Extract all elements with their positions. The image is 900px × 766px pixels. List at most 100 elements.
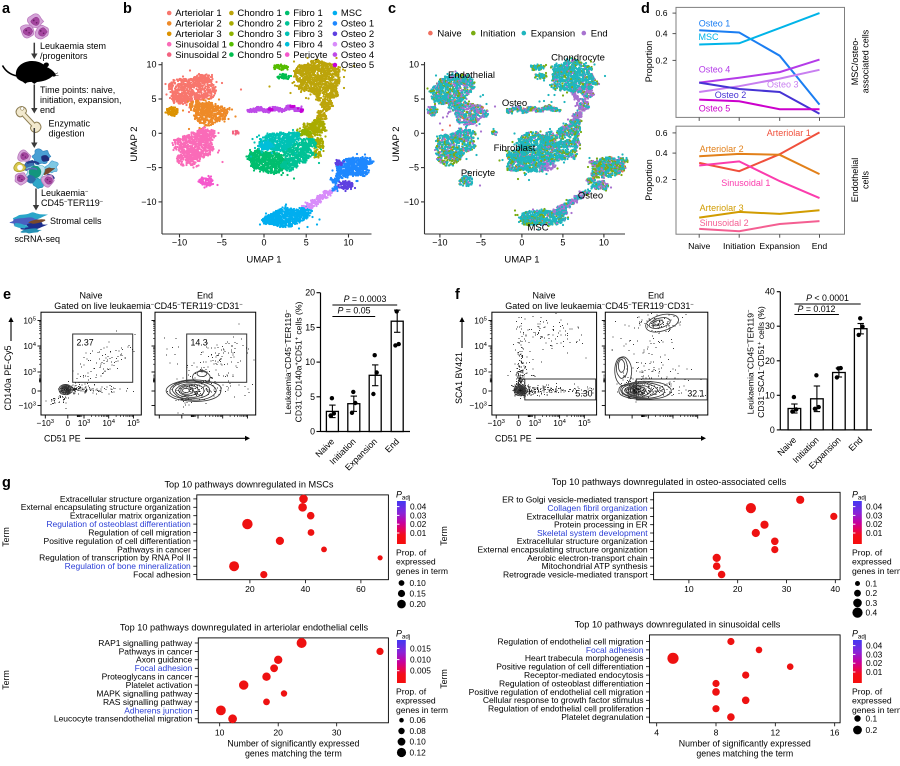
svg-text:Focal adhesion: Focal adhesion	[586, 645, 644, 655]
svg-text:Chondro 2: Chondro 2	[237, 19, 281, 30]
svg-text:Leukaemia−​: Leukaemia−​	[41, 188, 89, 198]
svg-text:MSC/osteo-: MSC/osteo-	[850, 38, 860, 86]
svg-text:0.10: 0.10	[410, 578, 427, 588]
svg-text:Regulation of osteoblast diffe: Regulation of osteoblast differentiation	[46, 519, 191, 529]
svg-text:−10: −10	[432, 237, 447, 247]
svg-text:Extracellular matrix organizat: Extracellular matrix organization	[70, 511, 191, 521]
svg-text:Pathways in cancer: Pathways in cancer	[119, 646, 193, 656]
svg-text:Top 10 pathways downregulated: Top 10 pathways downregulated in sinusoi…	[575, 619, 781, 629]
svg-text:P = 0.05: P = 0.05	[337, 306, 370, 316]
svg-text:Top 10 pathways downregulated: Top 10 pathways downregulated in MSCs	[164, 479, 333, 489]
svg-text:Osteo 1: Osteo 1	[341, 19, 374, 30]
svg-text:External encapsulating structu: External encapsulating structure organiz…	[21, 502, 191, 512]
svg-text:Naive: Naive	[437, 28, 461, 39]
svg-text:Osteo 3: Osteo 3	[341, 39, 374, 50]
svg-text:Regulation of endothelial cell: Regulation of endothelial cell prolifera…	[488, 704, 644, 714]
svg-text:Prop. of: Prop. of	[396, 547, 427, 557]
svg-text:Regulation of osteoblast diffe: Regulation of osteoblast differentiation	[499, 678, 644, 688]
svg-text:Arteriolar 2: Arteriolar 2	[175, 19, 221, 30]
svg-text:105: 105	[578, 418, 591, 428]
svg-text:103: 103	[529, 418, 542, 428]
svg-text:Receptor-mediated endocytosis: Receptor-mediated endocytosis	[524, 670, 644, 680]
svg-text:−5: −5	[409, 163, 419, 173]
svg-text:0.12: 0.12	[410, 748, 427, 758]
svg-text:End: End	[591, 28, 608, 39]
svg-text:P = 0.012: P = 0.012	[798, 304, 836, 314]
svg-text:Leucocyte transendothelial mig: Leucocyte transendothelial migration	[54, 714, 193, 724]
svg-text:104: 104	[102, 418, 115, 428]
svg-text:Pericyte: Pericyte	[293, 50, 327, 61]
svg-text:105: 105	[127, 418, 140, 428]
svg-text:0: 0	[516, 418, 521, 428]
svg-text:cells: cells	[861, 171, 871, 190]
svg-text:Padj: Padj	[852, 629, 866, 641]
svg-text:−103: −103	[37, 418, 55, 428]
svg-text:MSC: MSC	[699, 32, 720, 42]
svg-text:Osteo 5: Osteo 5	[341, 60, 374, 71]
svg-text:Term: Term	[1, 670, 11, 690]
svg-text:UMAP 2: UMAP 2	[391, 126, 402, 161]
svg-text:0.20: 0.20	[410, 599, 427, 609]
svg-text:Number of significantly expres: Number of significantly expressed	[679, 738, 811, 748]
svg-text:103: 103	[78, 418, 91, 428]
svg-text:Platelet activation: Platelet activation	[126, 680, 193, 690]
svg-text:0.03: 0.03	[866, 649, 883, 659]
svg-text:Adherens junction: Adherens junction	[124, 705, 192, 715]
svg-text:UMAP 1: UMAP 1	[504, 254, 539, 265]
svg-text:Pathways in cancer: Pathways in cancer	[117, 544, 191, 554]
svg-text:End: End	[648, 291, 664, 301]
svg-text:scRNA-seq: scRNA-seq	[15, 234, 61, 244]
svg-text:Arteriolar 1: Arteriolar 1	[175, 8, 221, 19]
svg-text:0.06: 0.06	[410, 715, 427, 725]
svg-text:Enzymatic: Enzymatic	[49, 119, 91, 129]
svg-text:10: 10	[305, 357, 315, 367]
svg-text:Osteo 4: Osteo 4	[341, 50, 374, 61]
svg-text:End: End	[197, 291, 213, 301]
svg-text:Chondro 5: Chondro 5	[237, 50, 281, 61]
svg-text:Prop. of: Prop. of	[396, 686, 427, 696]
svg-text:Chondro 4: Chondro 4	[237, 39, 281, 50]
svg-text:genes in term: genes in term	[852, 566, 900, 576]
svg-text:Term: Term	[439, 526, 449, 546]
svg-text:104: 104	[474, 341, 487, 351]
svg-text:Osteo 2: Osteo 2	[341, 29, 374, 40]
svg-text:MSC: MSC	[527, 223, 548, 234]
svg-text:Leukaemia−CD45−TER119−: Leukaemia−CD45−TER119−	[283, 310, 293, 415]
svg-text:0.015: 0.015	[410, 644, 431, 654]
svg-text:103: 103	[23, 367, 36, 377]
svg-text:RAS signalling pathway: RAS signalling pathway	[103, 697, 193, 707]
svg-text:40: 40	[831, 584, 841, 594]
svg-text:Retrograde vesicle-mediated tr: Retrograde vesicle-mediated transport	[503, 569, 648, 579]
svg-text:0: 0	[310, 427, 315, 437]
svg-text:Sinusoidal 1: Sinusoidal 1	[721, 178, 770, 188]
svg-text:expressed: expressed	[852, 696, 892, 706]
svg-text:8: 8	[714, 727, 719, 737]
svg-text:20: 20	[245, 584, 255, 594]
svg-text:Fibro 3: Fibro 3	[293, 29, 323, 40]
svg-text:20: 20	[305, 288, 315, 298]
svg-text:5: 5	[414, 94, 419, 104]
svg-text:ER to Golgi vesicle-mediated t: ER to Golgi vesicle-mediated transport	[502, 495, 648, 505]
svg-text:20: 20	[765, 356, 775, 366]
svg-text:30: 30	[782, 584, 792, 594]
svg-text:Sinusoidal 2: Sinusoidal 2	[700, 218, 749, 228]
svg-text:0: 0	[482, 386, 487, 396]
svg-text:0.005: 0.005	[410, 666, 431, 676]
svg-text:Naive: Naive	[532, 291, 555, 301]
svg-text:30: 30	[332, 727, 342, 737]
svg-text:Endothelial: Endothelial	[448, 70, 495, 81]
svg-text:c: c	[388, 1, 396, 17]
svg-text:0.03: 0.03	[410, 510, 427, 520]
svg-text:Prop. of: Prop. of	[852, 686, 883, 696]
svg-text:14.3: 14.3	[191, 338, 208, 348]
svg-text:CD31−SCA1−CD51+ cells (%): CD31−SCA1−CD51+ cells (%)	[756, 306, 766, 418]
svg-text:Fibro 1: Fibro 1	[293, 8, 323, 19]
svg-text:Regulation of transcription by: Regulation of transcription by RNA Pol I…	[39, 553, 191, 563]
svg-text:0.1: 0.1	[866, 579, 878, 589]
svg-text:Number of significantly expres: Number of significantly expressed	[227, 738, 359, 748]
svg-text:Osteo: Osteo	[578, 191, 603, 202]
svg-text:Skeletal system development: Skeletal system development	[537, 528, 648, 538]
svg-text:30: 30	[765, 321, 775, 331]
svg-text:60: 60	[356, 584, 366, 594]
svg-text:External encapsulating structu: External encapsulating structure organiz…	[477, 545, 647, 555]
